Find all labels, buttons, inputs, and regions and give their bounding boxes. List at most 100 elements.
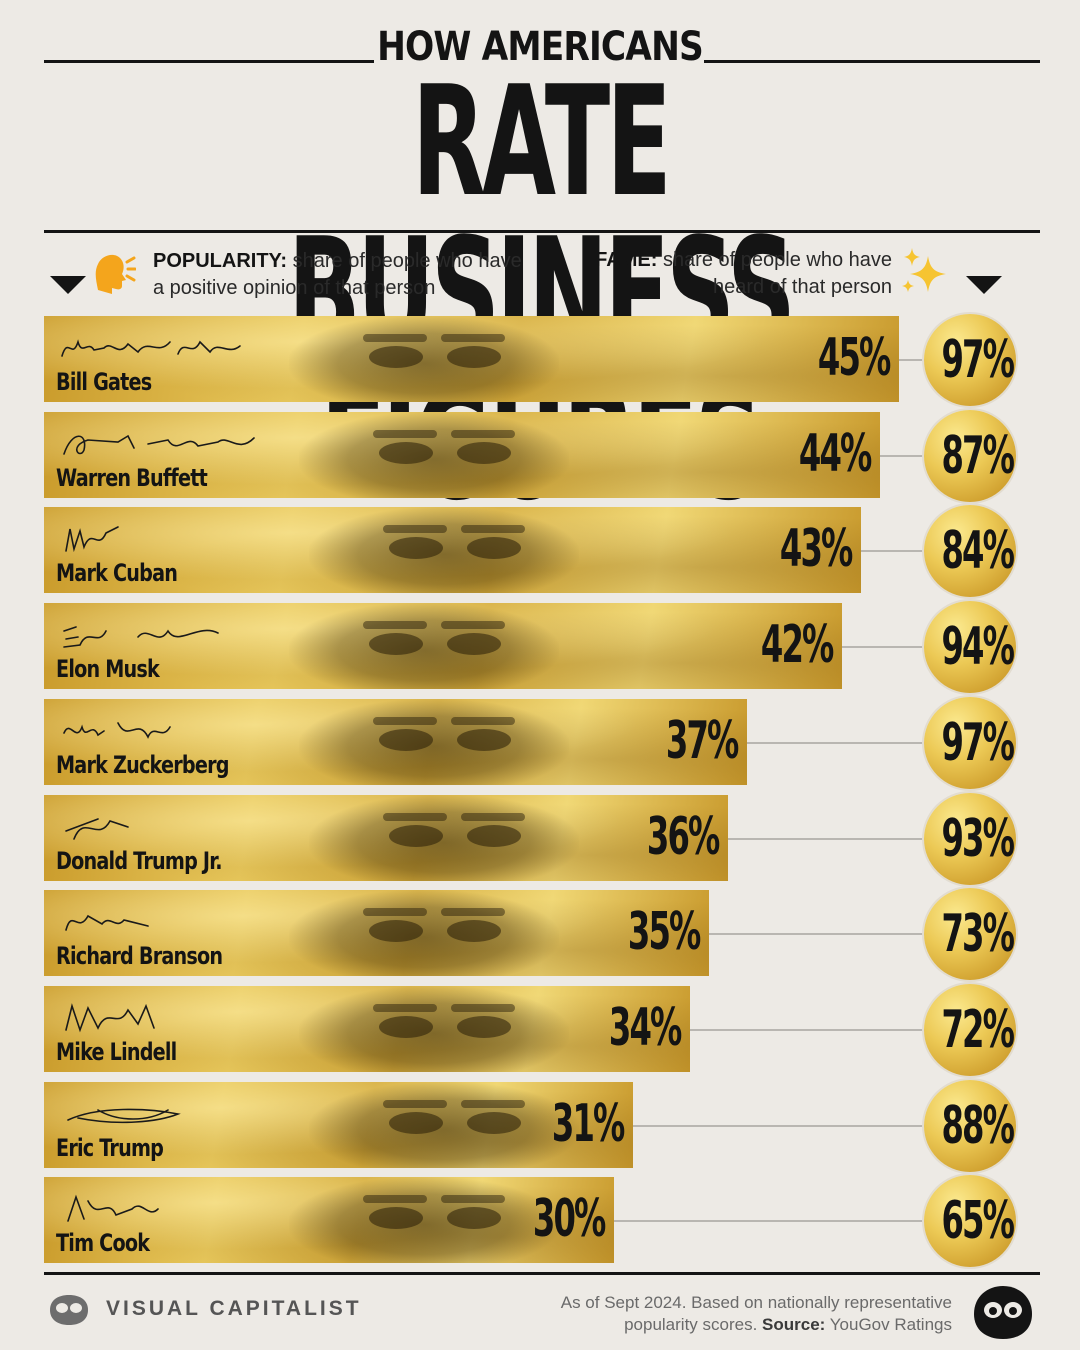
portrait-engraving <box>289 890 559 977</box>
person-name: Warren Buffett <box>56 463 208 492</box>
popularity-bar: Mike Lindell <box>44 985 690 1072</box>
popularity-legend-text: share of people who have a positive opin… <box>153 250 522 299</box>
person-name: Mark Cuban <box>56 559 178 588</box>
source-label: Source: <box>762 1315 826 1334</box>
header-rule-top <box>44 22 1040 72</box>
fame-legend-label: FAME: <box>595 249 658 271</box>
connector-line <box>747 741 926 744</box>
chart-row: Eric Trump 31% 88% <box>44 1079 1040 1172</box>
source-text: YouGov Ratings <box>829 1315 952 1334</box>
fame-circle: 73% <box>924 888 1016 981</box>
popularity-bar: Bill Gates <box>44 316 899 402</box>
brand-name: VISUAL CAPITALIST <box>106 1297 362 1320</box>
connector-line <box>728 837 926 840</box>
fame-circle: 94% <box>924 601 1016 694</box>
signature-icon <box>67 1108 181 1123</box>
person-name: Mark Zuckerberg <box>56 750 229 779</box>
connector-line <box>690 1028 926 1031</box>
person-name: Eric Trump <box>56 1133 164 1162</box>
fame-legend-text: share of people who have heard of that p… <box>662 249 892 298</box>
sparkles-icon <box>902 248 946 292</box>
popularity-legend-label: POPULARITY: <box>153 250 288 272</box>
fame-value: 97% <box>941 330 1014 390</box>
chart-row: Mike Lindell 34% 72% <box>44 983 1040 1076</box>
person-name: Mike Lindell <box>56 1037 177 1066</box>
fame-circle: 87% <box>924 409 1016 502</box>
popularity-value: 45% <box>817 328 890 388</box>
chart-row: Richard Branson 35% 73% <box>44 888 1040 981</box>
fame-circle: 97% <box>924 696 1016 789</box>
popularity-bar: Warren Buffett <box>44 411 880 498</box>
portrait-engraving <box>309 794 579 881</box>
popularity-bar: Mark Zuckerberg <box>44 698 747 785</box>
visual-capitalist-badge-icon <box>974 1286 1032 1339</box>
chart-row: Elon Musk 42% 94% <box>44 601 1040 694</box>
chart-subtitle: HOW AMERICANS <box>377 24 704 70</box>
person-name: Bill Gates <box>56 368 152 396</box>
popularity-value: 31% <box>551 1093 624 1154</box>
connector-line <box>861 550 926 553</box>
footer-rule <box>44 1272 1040 1275</box>
signature-icon <box>65 817 129 840</box>
connector-line <box>633 1124 926 1127</box>
chart-row: Warren Buffett 44% 87% <box>44 409 1040 502</box>
person-name: Tim Cook <box>56 1229 150 1258</box>
fame-circle: 88% <box>924 1079 1016 1172</box>
fame-circle: 97% <box>924 314 1016 406</box>
footnote: As of Sept 2024. Based on nationally rep… <box>540 1292 952 1336</box>
visual-capitalist-logo-icon <box>50 1295 88 1325</box>
signature-icon <box>65 526 119 553</box>
portrait-engraving <box>289 316 559 402</box>
fame-circle: 65% <box>924 1175 1016 1268</box>
chart-row: Donald Trump Jr. 36% 93% <box>44 792 1040 885</box>
portrait-engraving <box>289 1177 559 1264</box>
popularity-bar: Tim Cook <box>44 1177 614 1264</box>
portrait-engraving <box>309 1081 579 1168</box>
signature-icon <box>65 1003 155 1033</box>
fame-value: 93% <box>941 808 1014 869</box>
person-name: Elon Musk <box>56 655 160 684</box>
fame-value: 72% <box>941 999 1014 1060</box>
chart-row: Mark Cuban 43% 84% <box>44 505 1040 598</box>
signature-icon <box>63 434 255 455</box>
portrait-engraving <box>299 985 569 1072</box>
chart-row: Tim Cook 30% 65% <box>44 1175 1040 1268</box>
signature-icon <box>63 626 219 648</box>
popularity-value: 44% <box>798 423 871 484</box>
popularity-value: 34% <box>608 997 681 1058</box>
person-name: Richard Branson <box>56 942 223 971</box>
fame-value: 65% <box>941 1191 1014 1252</box>
portrait-engraving <box>299 698 569 785</box>
popularity-value: 42% <box>760 615 833 676</box>
fame-legend: FAME: share of people who have heard of … <box>570 247 892 301</box>
fame-circle: 93% <box>924 792 1016 885</box>
fame-arrow-icon <box>966 276 1002 294</box>
fame-value: 87% <box>941 425 1014 486</box>
popularity-bar: Mark Cuban <box>44 507 861 594</box>
popularity-legend: POPULARITY: share of people who have a p… <box>153 248 533 302</box>
popularity-value: 37% <box>665 710 738 771</box>
fame-value: 73% <box>941 904 1014 965</box>
fame-value: 84% <box>941 521 1014 582</box>
signature-icon <box>63 721 171 739</box>
popularity-bar: Eric Trump <box>44 1081 633 1168</box>
footnote-text: As of Sept 2024. Based on nationally rep… <box>560 1293 952 1334</box>
popularity-value: 30% <box>532 1189 605 1250</box>
signature-icon <box>61 339 241 357</box>
connector-line <box>614 1220 926 1223</box>
popularity-value: 36% <box>646 806 719 867</box>
portrait-engraving <box>289 603 559 690</box>
popularity-value: 43% <box>779 519 852 580</box>
person-name: Donald Trump Jr. <box>56 846 223 875</box>
popularity-bar: Richard Branson <box>44 890 709 977</box>
fame-value: 97% <box>941 712 1014 773</box>
chart-row: Bill Gates 45% 97% <box>44 314 1040 406</box>
speaking-head-icon <box>95 254 136 294</box>
portrait-engraving <box>309 507 579 594</box>
chart-row: Mark Zuckerberg 37% 97% <box>44 696 1040 789</box>
popularity-bar: Elon Musk <box>44 603 842 690</box>
popularity-value: 35% <box>627 902 700 963</box>
header-rule-bottom <box>44 230 1040 233</box>
signature-icon <box>65 915 149 931</box>
connector-line <box>842 646 926 649</box>
